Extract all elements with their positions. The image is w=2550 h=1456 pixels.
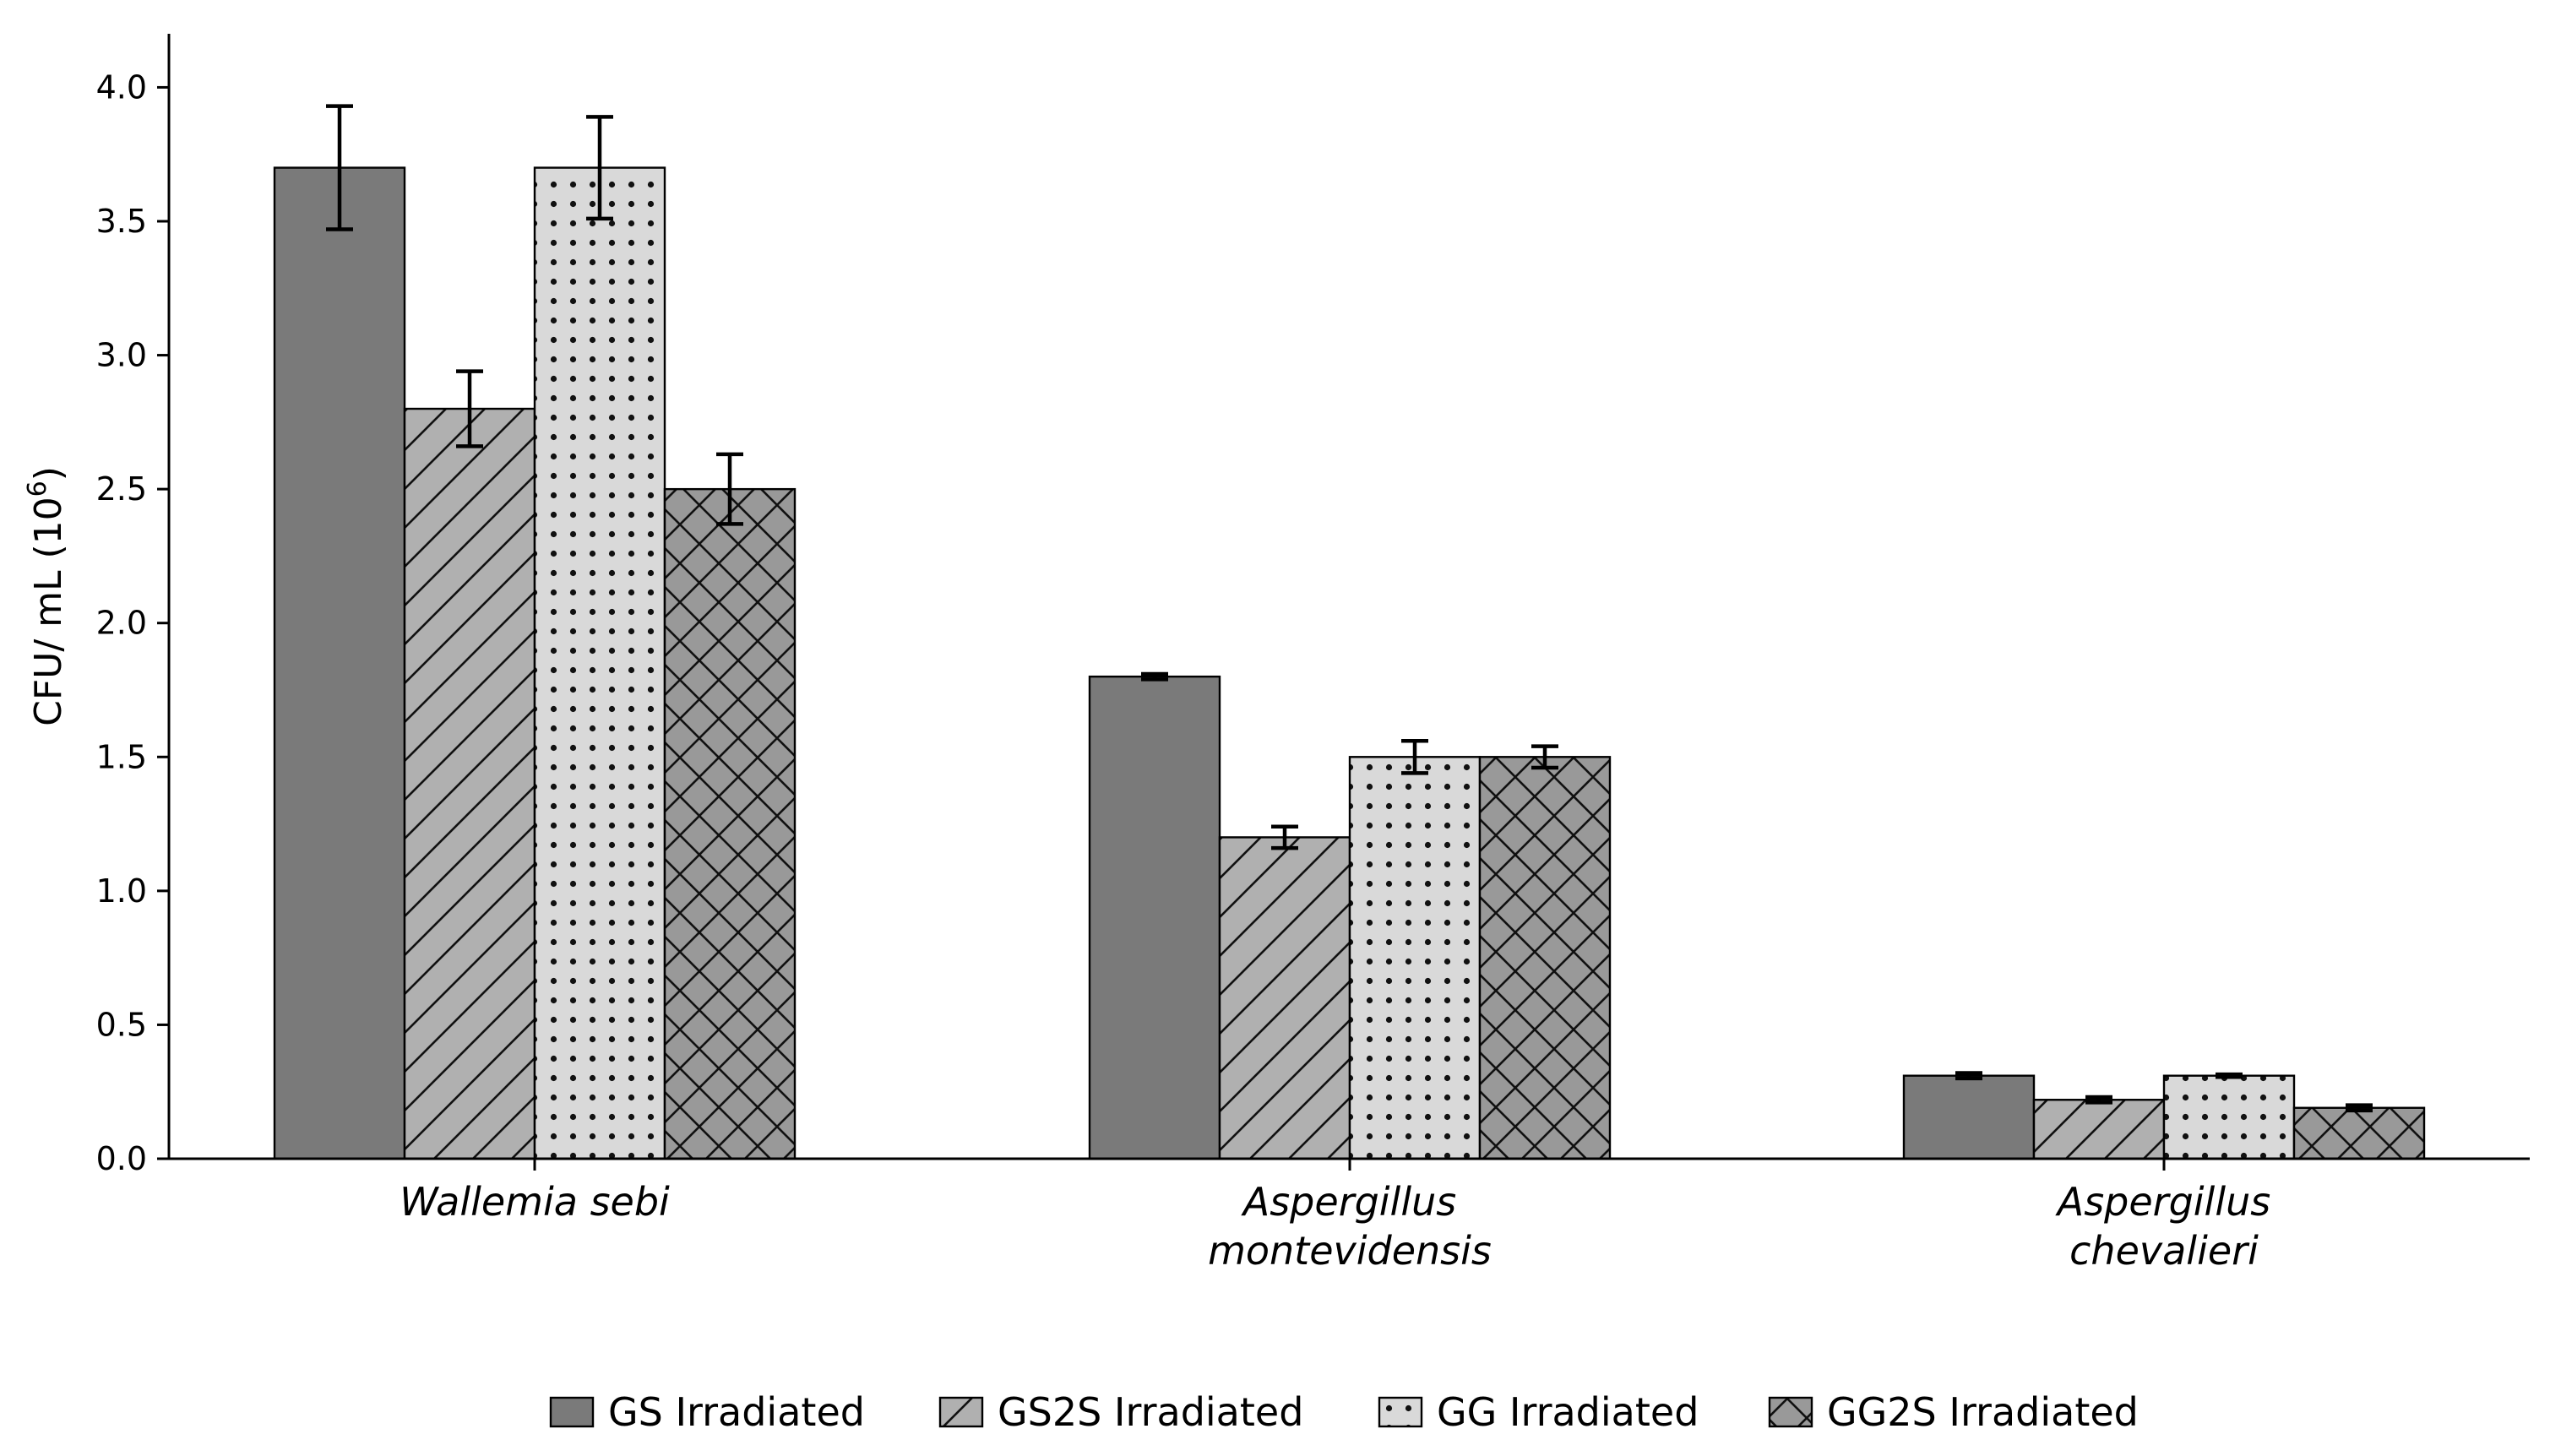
bar [273, 166, 406, 1160]
x-tick-label-line: chevalieri [2069, 1228, 2259, 1274]
y-tick-label: 2.0 [96, 605, 147, 642]
legend-swatch [1768, 1396, 1813, 1428]
bar [1902, 1074, 2036, 1160]
y-tick-label: 3.5 [96, 203, 147, 240]
legend-swatch [1378, 1396, 1423, 1428]
x-tick-label: Wallemia sebi [400, 1179, 670, 1225]
y-tick-label: 4.0 [96, 68, 147, 106]
bar [2162, 1074, 2296, 1160]
bar [1218, 836, 1351, 1160]
bar [1348, 756, 1482, 1160]
bar [2292, 1106, 2426, 1160]
y-tick-label: 1.0 [96, 872, 147, 910]
bar [1088, 675, 1221, 1160]
bar [1478, 756, 1612, 1160]
legend-swatch [549, 1396, 595, 1428]
x-tick-label-line: Wallemia sebi [400, 1179, 670, 1225]
x-tick-label-line: Aspergillus [2055, 1179, 2271, 1225]
bar [403, 407, 536, 1160]
bar [533, 166, 666, 1160]
y-tick-label: 0.5 [96, 1006, 147, 1043]
bar [2032, 1099, 2166, 1160]
legend-label: GG2S Irradiated [1827, 1389, 2139, 1435]
y-tick-label: 3.0 [96, 337, 147, 374]
x-ticks: Wallemia sebi Aspergillus montevidensisAsp… [400, 1159, 2270, 1274]
x-tick-label: Aspergillus montevidensis [1208, 1179, 1492, 1274]
y-axis-title-close: ) [27, 466, 70, 481]
error-bars-layer [326, 104, 2373, 1113]
legend-label: GG Irradiated [1437, 1389, 1699, 1435]
y-axis-title-main: CFU/ mL (10 [27, 497, 70, 726]
x-tick-label-line: Aspergillus [1241, 1179, 1457, 1225]
y-tick-label: 1.5 [96, 738, 147, 775]
y-axis-title-superscript: 6 [23, 481, 52, 497]
x-tick-label: Aspergillus chevalieri [2055, 1179, 2271, 1274]
legend-swatch [938, 1396, 984, 1428]
y-tick-label: 0.0 [96, 1140, 147, 1177]
y-ticks: 0.0 0.5 1.0 1.5 2.0 2.5 3.0 3.5 4.0 [96, 68, 169, 1177]
legend: GS Irradiated GS2S Irradiated GG Irradiate… [549, 1389, 2139, 1435]
y-tick-label: 2.5 [96, 470, 147, 508]
bars-layer [273, 166, 2426, 1160]
bar [663, 487, 797, 1160]
legend-label: GS2S Irradiated [998, 1389, 1303, 1435]
y-axis-title: CFU/ mL (106) [23, 466, 70, 726]
legend-label: GS Irradiated [608, 1389, 865, 1435]
x-tick-label-line: montevidensis [1208, 1228, 1492, 1274]
